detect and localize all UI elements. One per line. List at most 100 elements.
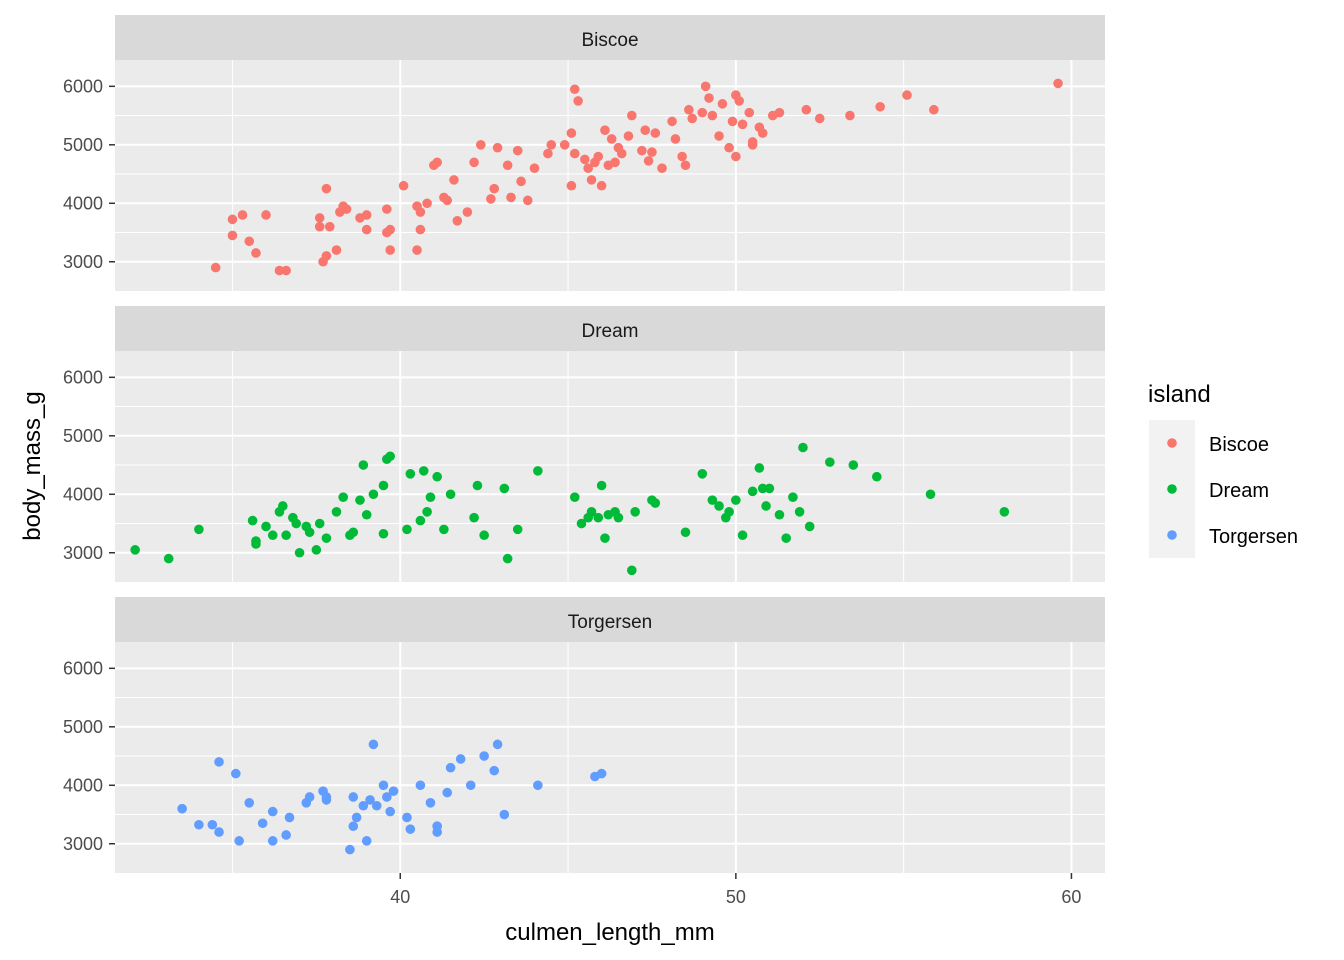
data-point	[314, 221, 325, 232]
data-point	[365, 795, 375, 805]
data-point	[804, 521, 815, 532]
data-point	[234, 836, 244, 846]
data-point	[801, 104, 812, 115]
data-point	[267, 806, 278, 817]
legend-key-biscoe	[1167, 438, 1177, 448]
data-point	[294, 547, 305, 558]
data-point	[586, 507, 597, 517]
data-point	[348, 792, 359, 802]
data-point	[345, 530, 355, 541]
data-point	[697, 107, 708, 118]
data-point	[281, 265, 291, 276]
data-point	[657, 163, 667, 173]
data-point	[439, 524, 449, 535]
data-point	[479, 751, 489, 761]
data-point	[714, 131, 724, 141]
data-point	[623, 131, 634, 141]
data-point	[902, 90, 912, 100]
data-point	[677, 151, 687, 162]
data-point	[512, 145, 523, 156]
y-tick-label: 6000	[63, 658, 103, 678]
data-point	[606, 134, 617, 144]
data-point	[227, 214, 238, 225]
data-point	[207, 819, 218, 830]
y-tick-label: 5000	[63, 135, 103, 155]
legend-key-torgersen	[1167, 530, 1177, 540]
data-point	[506, 192, 516, 203]
data-point	[479, 530, 489, 541]
legend-label-torgersen: Torgersen	[1209, 526, 1298, 548]
data-point	[747, 137, 758, 147]
data-point	[999, 507, 1010, 517]
data-point	[368, 739, 379, 750]
data-point	[281, 530, 291, 541]
data-point	[398, 180, 409, 191]
legend-items: Biscoe Dream Torgersen	[1167, 434, 1298, 548]
data-point	[533, 466, 543, 476]
data-point	[382, 792, 392, 802]
data-point	[724, 507, 734, 517]
data-point	[445, 489, 456, 500]
data-point	[261, 210, 271, 220]
y-tick-label: 4000	[63, 193, 103, 213]
data-point	[871, 471, 882, 482]
data-point	[194, 524, 204, 535]
data-point	[415, 207, 426, 217]
panel-background	[115, 60, 1105, 291]
data-point	[650, 498, 661, 508]
data-point	[355, 495, 365, 505]
x-axis: 40 50 60	[390, 873, 1081, 907]
data-point	[543, 148, 553, 159]
data-point	[415, 515, 426, 526]
data-point	[418, 466, 429, 476]
data-points-torgersen	[177, 739, 607, 855]
data-point	[489, 765, 500, 776]
data-point	[378, 528, 389, 539]
data-point	[600, 125, 610, 135]
data-point	[257, 818, 268, 829]
data-point	[627, 110, 637, 121]
data-point	[593, 512, 604, 523]
data-point	[512, 524, 523, 535]
data-point	[814, 113, 825, 124]
y-tick-label: 3000	[63, 543, 103, 563]
data-point	[596, 480, 607, 491]
data-point	[378, 480, 389, 491]
data-point	[261, 521, 271, 532]
data-point	[361, 509, 372, 520]
data-point	[680, 160, 691, 171]
data-point	[727, 116, 738, 127]
data-point	[724, 142, 734, 153]
data-point	[405, 469, 416, 479]
facet-strip	[115, 306, 1105, 351]
data-point	[586, 175, 597, 185]
data-point	[304, 792, 315, 802]
data-point	[324, 221, 335, 232]
data-point	[321, 533, 332, 543]
data-point	[247, 515, 258, 526]
data-point	[788, 492, 798, 503]
data-point	[267, 530, 278, 541]
data-point	[640, 125, 651, 135]
legend-key-dream	[1167, 484, 1177, 494]
data-point	[385, 224, 395, 235]
data-point	[361, 836, 372, 846]
data-point	[361, 210, 372, 220]
data-point	[764, 483, 775, 494]
data-point	[731, 495, 741, 505]
data-point	[580, 154, 590, 165]
data-point	[244, 798, 255, 808]
data-point	[583, 163, 593, 173]
data-point	[684, 104, 694, 115]
data-point	[385, 245, 395, 255]
x-tick-label: 60	[1061, 887, 1081, 907]
data-point	[194, 819, 204, 830]
y-tick-label: 5000	[63, 426, 103, 446]
data-point	[331, 507, 342, 517]
facet-strip-label: Dream	[581, 321, 638, 342]
data-point	[848, 460, 859, 470]
data-point	[469, 512, 479, 523]
data-point	[422, 198, 432, 209]
data-point	[432, 821, 442, 832]
